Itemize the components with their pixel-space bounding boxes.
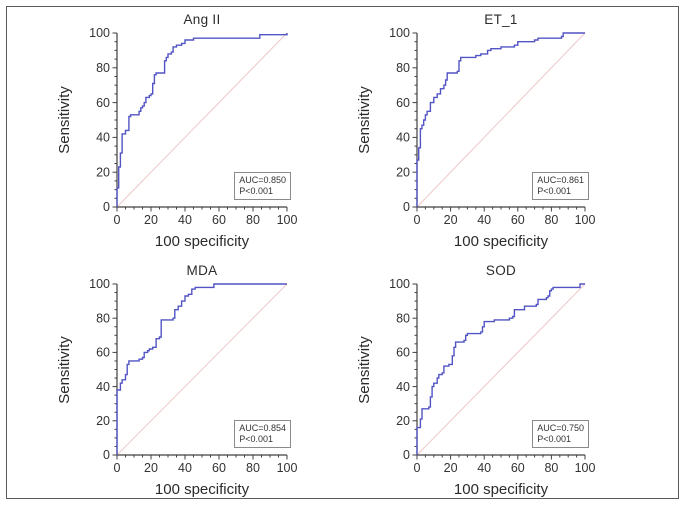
svg-text:0: 0 (414, 213, 421, 227)
svg-text:80: 80 (544, 213, 558, 227)
svg-text:100: 100 (89, 277, 110, 291)
p-value: P<0.001 (239, 434, 273, 445)
svg-text:100: 100 (575, 213, 596, 227)
svg-text:20: 20 (444, 213, 458, 227)
svg-text:40: 40 (178, 213, 192, 227)
auc-value: AUC=0.750 (537, 423, 584, 434)
svg-text:80: 80 (246, 461, 260, 475)
svg-text:60: 60 (96, 96, 110, 110)
auc-annotation-box: AUC=0.850 P<0.001 (234, 172, 291, 200)
svg-text:100: 100 (389, 26, 410, 40)
svg-text:60: 60 (396, 96, 410, 110)
svg-text:20: 20 (444, 461, 458, 475)
svg-text:80: 80 (396, 61, 410, 75)
svg-text:0: 0 (403, 448, 410, 462)
roc-plot: 0 20 40 60 80 100 0 20 40 60 80 100 (89, 277, 298, 475)
x-axis-label: 100 specificity (154, 233, 250, 250)
auc-annotation-box: AUC=0.861 P<0.001 (532, 172, 589, 200)
roc-plot: 0 20 40 60 80 100 0 20 40 60 80 100 (389, 277, 596, 475)
svg-text:20: 20 (396, 414, 410, 428)
svg-text:60: 60 (511, 461, 525, 475)
auc-annotation-box: AUC=0.750 P<0.001 (532, 420, 589, 448)
svg-text:60: 60 (96, 346, 110, 360)
svg-text:100: 100 (89, 26, 110, 40)
roc-panel-et-1: ET_1 Sensitivity 0 20 40 60 80 100 0 20 40 60 80 10… (342, 8, 676, 252)
svg-text:60: 60 (511, 213, 525, 227)
svg-text:0: 0 (103, 448, 110, 462)
x-axis-label: 100 specificity (453, 233, 549, 250)
roc-plot: 0 20 40 60 80 100 0 20 40 60 80 100 (89, 26, 298, 227)
svg-text:0: 0 (414, 461, 421, 475)
chart-title: ET_1 (484, 12, 518, 27)
chart-title: SOD (485, 263, 517, 278)
roc-panel-ang-ii: Ang II Sensitivity 0 20 40 60 80 100 0 20 40 60 80… (8, 8, 342, 252)
svg-text:20: 20 (144, 213, 158, 227)
svg-text:40: 40 (178, 461, 192, 475)
roc-plot: 0 20 40 60 80 100 0 20 40 60 80 100 (389, 26, 596, 227)
roc-panels-grid: Ang II Sensitivity 0 20 40 60 80 100 0 20 40 60 80… (8, 8, 676, 498)
svg-text:40: 40 (477, 461, 491, 475)
svg-text:80: 80 (396, 311, 410, 325)
auc-annotation-box: AUC=0.854 P<0.001 (234, 420, 291, 448)
svg-text:40: 40 (396, 380, 410, 394)
svg-text:100: 100 (389, 277, 410, 291)
chart-title: Ang II (183, 12, 221, 27)
x-axis-label: 100 specificity (154, 481, 250, 498)
svg-text:80: 80 (544, 461, 558, 475)
svg-text:60: 60 (396, 346, 410, 360)
p-value: P<0.001 (239, 186, 273, 197)
svg-text:80: 80 (96, 61, 110, 75)
auc-value: AUC=0.854 (239, 423, 286, 434)
chart-title: MDA (186, 263, 218, 278)
svg-text:80: 80 (96, 311, 110, 325)
svg-text:20: 20 (96, 165, 110, 179)
svg-text:20: 20 (96, 414, 110, 428)
p-value: P<0.001 (537, 434, 571, 445)
svg-text:0: 0 (114, 213, 121, 227)
svg-text:60: 60 (212, 461, 226, 475)
x-axis-label: 100 specificity (453, 481, 549, 498)
svg-text:60: 60 (212, 213, 226, 227)
figure-frame: Ang II Sensitivity 0 20 40 60 80 100 0 20 40 60 80… (6, 6, 679, 499)
svg-text:40: 40 (396, 131, 410, 145)
svg-text:100: 100 (277, 213, 298, 227)
svg-text:100: 100 (575, 461, 596, 475)
svg-text:20: 20 (144, 461, 158, 475)
svg-text:0: 0 (114, 461, 121, 475)
p-value: P<0.001 (537, 186, 571, 197)
svg-text:40: 40 (96, 131, 110, 145)
svg-text:100: 100 (277, 461, 298, 475)
svg-text:20: 20 (396, 165, 410, 179)
svg-text:80: 80 (246, 213, 260, 227)
svg-text:40: 40 (96, 380, 110, 394)
auc-value: AUC=0.850 (239, 175, 286, 186)
svg-text:40: 40 (477, 213, 491, 227)
roc-panel-mda: MDA Sensitivity 0 20 40 60 80 100 0 20 40 60 80 100… (8, 252, 342, 498)
auc-value: AUC=0.861 (537, 175, 584, 186)
roc-panel-sod: SOD Sensitivity 0 20 40 60 80 100 0 20 40 60 80 100… (342, 252, 676, 498)
svg-text:0: 0 (103, 200, 110, 214)
svg-text:0: 0 (403, 200, 410, 214)
